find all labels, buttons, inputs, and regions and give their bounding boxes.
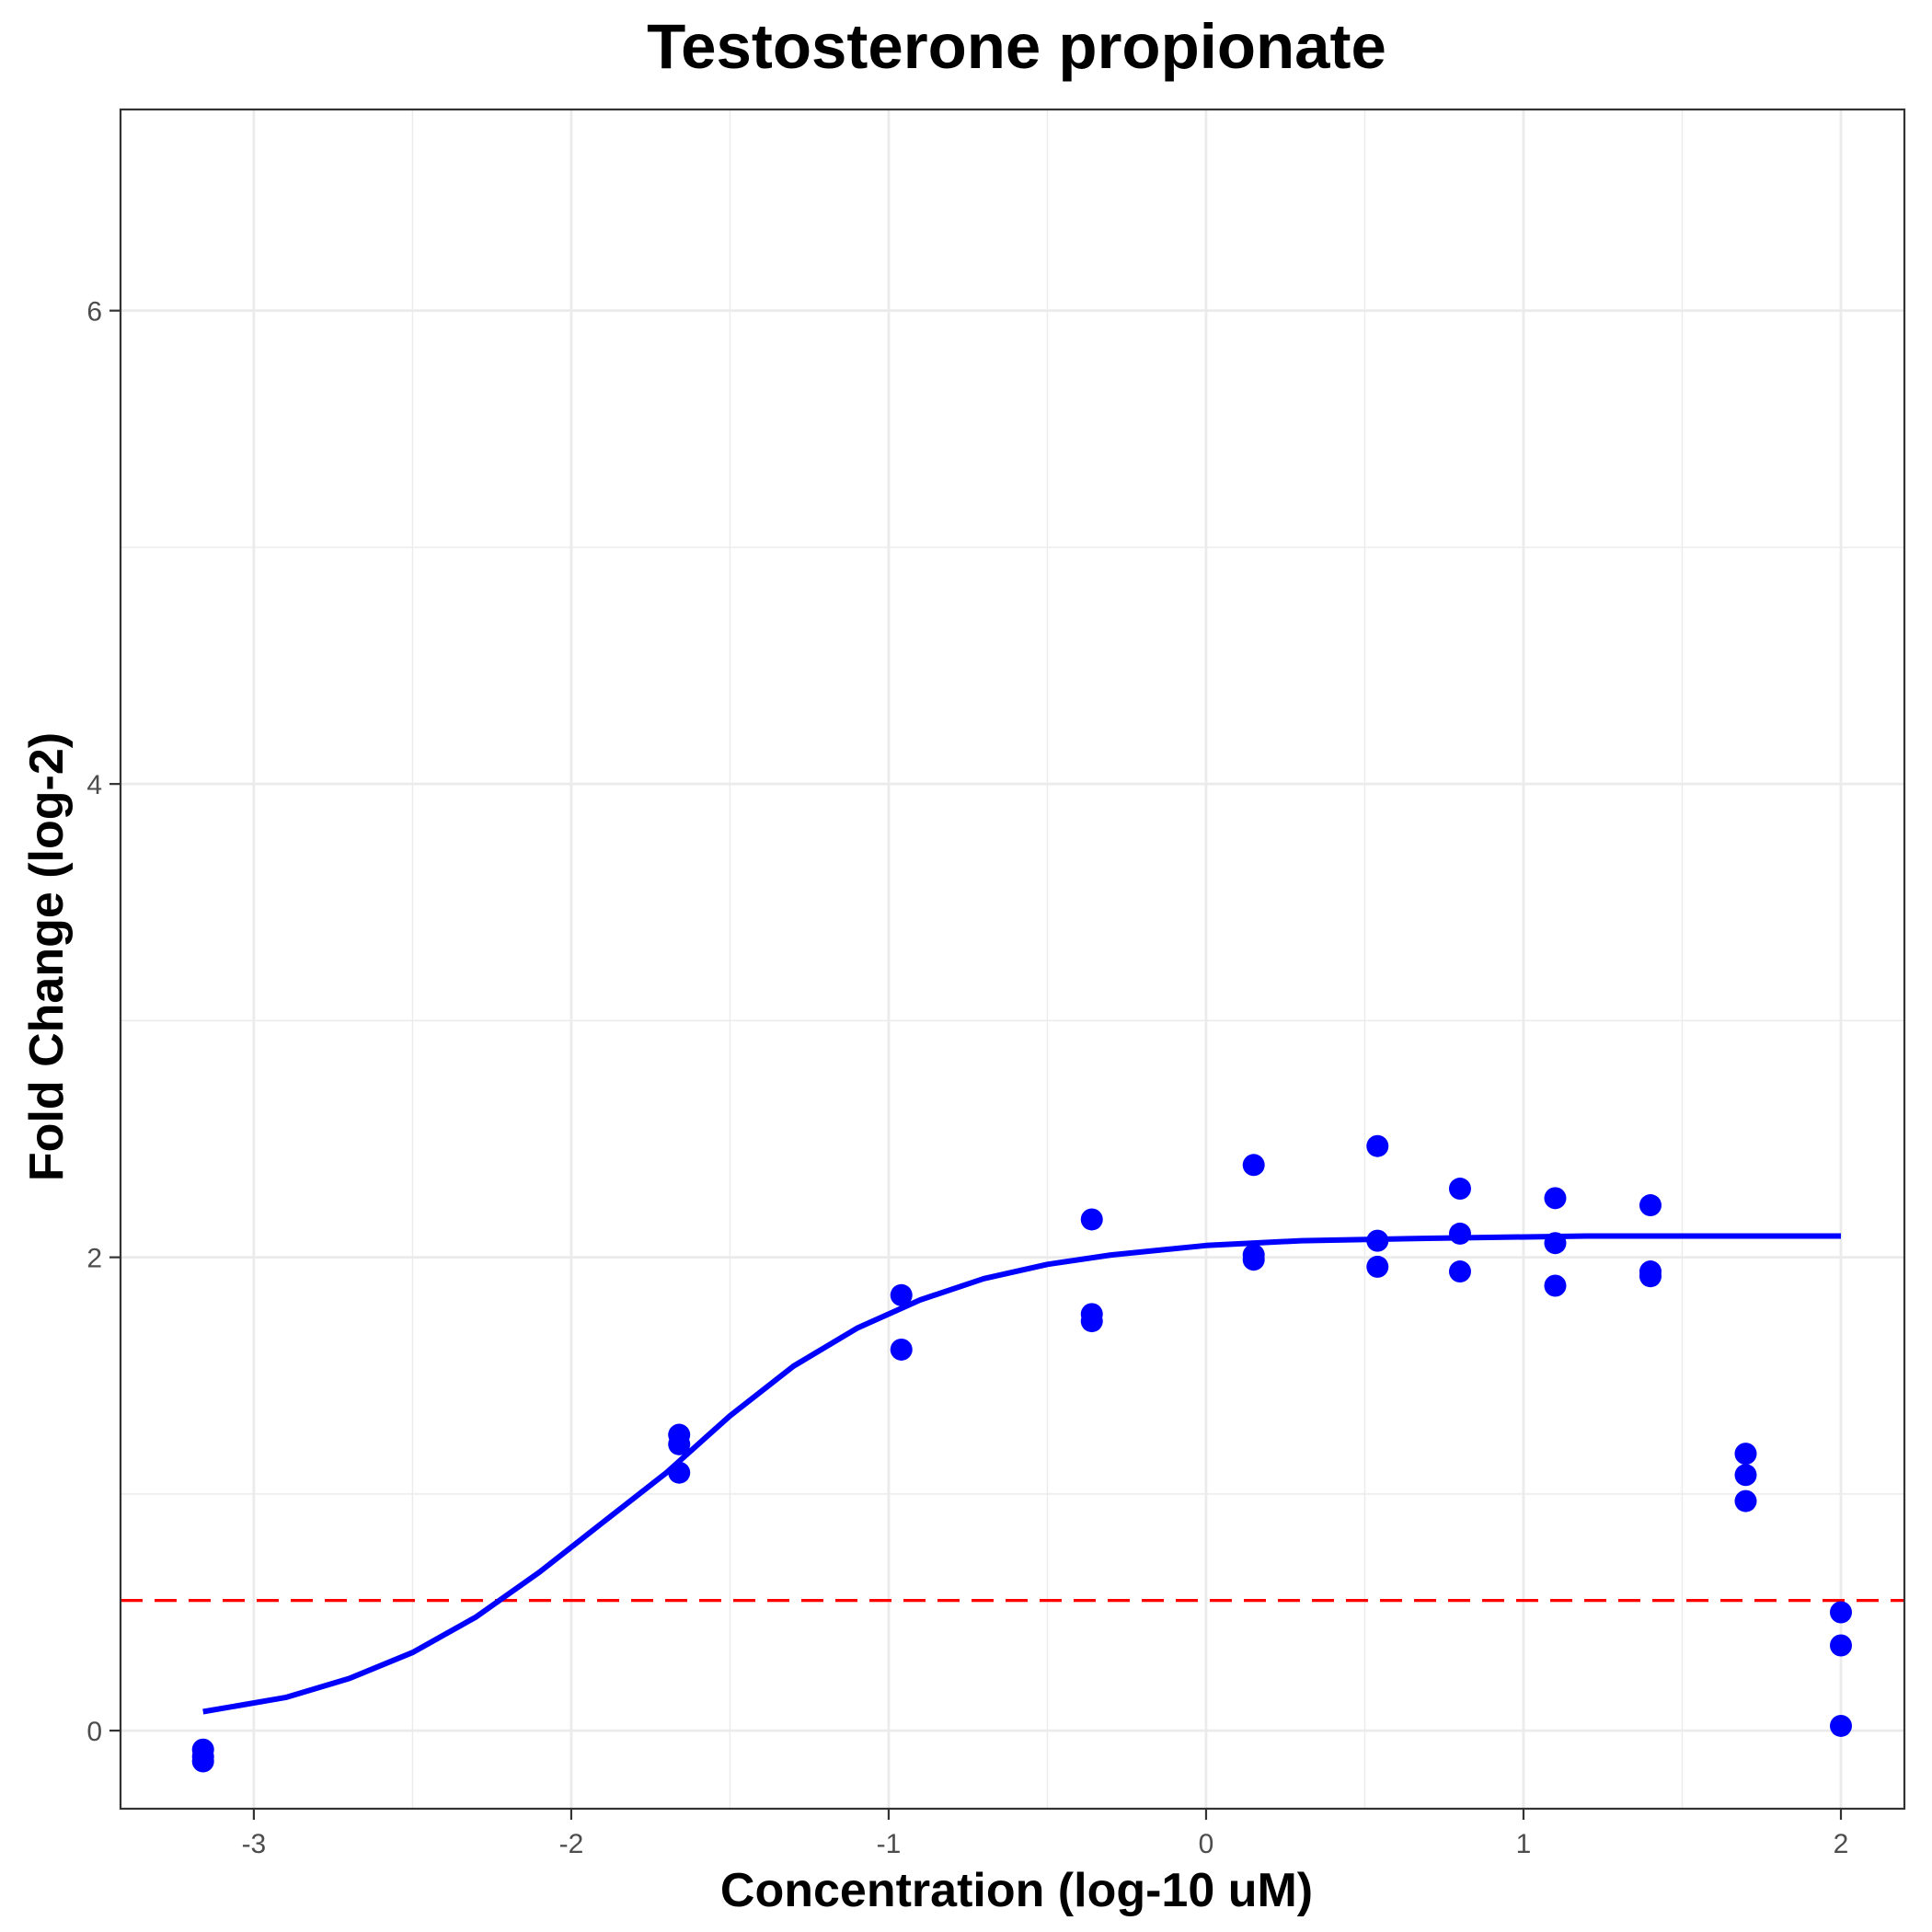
x-tick-label: -1 [877, 1829, 902, 1859]
data-point [1448, 1260, 1471, 1283]
data-point [1829, 1714, 1852, 1737]
data-point [191, 1750, 214, 1773]
y-tick-label: 6 [86, 297, 102, 328]
data-point [1080, 1310, 1103, 1333]
data-point [1366, 1229, 1389, 1252]
data-point [1448, 1178, 1471, 1201]
y-tick-label: 0 [86, 1717, 102, 1747]
data-point [668, 1461, 691, 1484]
data-point [1544, 1232, 1567, 1255]
y-tick-label: 2 [86, 1244, 102, 1274]
data-point [1242, 1248, 1265, 1271]
data-point [668, 1432, 691, 1455]
data-point [1448, 1222, 1471, 1245]
data-point [1366, 1255, 1389, 1278]
y-axis-title: Fold Change (log-2) [20, 732, 74, 1181]
data-point [890, 1338, 913, 1361]
panel-border [119, 108, 1906, 1811]
y-axis: 0 2 4 6 [86, 297, 121, 1747]
data-point [1829, 1634, 1852, 1657]
data-point [1734, 1489, 1757, 1512]
x-axis-title: Concentration (log-10 uM) [720, 1864, 1313, 1917]
x-tick-label: 0 [1199, 1829, 1214, 1859]
data-point [1639, 1265, 1662, 1288]
x-axis: -3 -2 -1 0 1 2 [242, 1809, 1849, 1859]
data-point [1242, 1154, 1265, 1177]
data-point [1734, 1443, 1757, 1466]
data-point [1080, 1208, 1103, 1231]
x-tick-label: 2 [1834, 1829, 1849, 1859]
data-point [1366, 1134, 1389, 1157]
x-tick-label: -2 [559, 1829, 584, 1859]
data-point [890, 1283, 913, 1306]
data-point [1734, 1464, 1757, 1487]
y-tick-label: 4 [86, 770, 102, 800]
points-layer [191, 1134, 1852, 1773]
data-point [1544, 1187, 1567, 1210]
x-tick-label: -3 [242, 1829, 267, 1859]
chart-title: Testosterone propionate [647, 11, 1386, 82]
data-point [1544, 1274, 1567, 1297]
grid [121, 109, 1904, 1809]
x-tick-label: 1 [1516, 1829, 1532, 1859]
data-point [1639, 1194, 1662, 1217]
data-point [1829, 1601, 1852, 1624]
